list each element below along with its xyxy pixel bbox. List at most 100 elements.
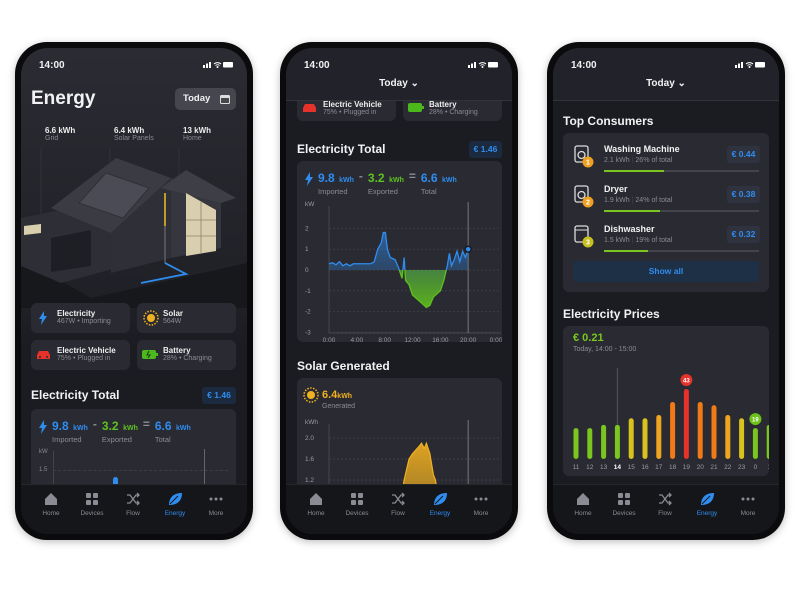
- nav-more[interactable]: More: [728, 491, 768, 517]
- max-price-badge-text: 43: [683, 378, 690, 384]
- x-tick-label: 20:00: [460, 337, 477, 342]
- nav-home[interactable]: Home: [563, 491, 603, 517]
- y-tick-label: -2: [305, 309, 311, 316]
- y-tick-label: 1.6: [305, 456, 314, 463]
- nav-devices[interactable]: Devices: [72, 491, 112, 517]
- price-bar[interactable]: [752, 428, 758, 459]
- stat-label: Solar Panels: [114, 135, 154, 142]
- today-dropdown[interactable]: Today ⌄: [379, 78, 419, 89]
- device-card-solar[interactable]: Solar 564W: [137, 303, 236, 333]
- exported-value: 3.2: [367, 171, 385, 185]
- show-all-button[interactable]: Show all: [573, 261, 759, 282]
- nav-home[interactable]: Home: [31, 491, 71, 517]
- consumer-name: Dishwasher: [604, 224, 655, 234]
- energy-summary: 9.8 kWh Imported - 3.2 kWh Exported = 6.6 …: [305, 169, 457, 196]
- phone-consumers-prices: 14:00 Today ⌄ Top Consumers 1 Washing Ma…: [547, 42, 785, 540]
- nav-energy[interactable]: Energy: [155, 491, 195, 517]
- more-icon: [209, 497, 223, 501]
- today-dropdown[interactable]: Today ⌄: [646, 78, 686, 89]
- screen: 14:00 Today ⌄ Electric Vehicle 75% • Plug…: [286, 48, 512, 534]
- price-bar-chart[interactable]: 11 12 13 14 15 16 17 18 19 20 21 22 23 0 1 43 19: [563, 326, 769, 476]
- price-bar[interactable]: [697, 402, 703, 459]
- nav-devices[interactable]: Devices: [337, 491, 377, 517]
- x-tick-label: 18: [669, 464, 677, 471]
- price-bar[interactable]: [656, 415, 662, 459]
- consumer-name: Dryer: [604, 184, 628, 194]
- max-price-badge: [680, 374, 693, 386]
- device-card-ev[interactable]: Electric Vehicle 75% • Plugged in: [31, 340, 130, 370]
- price-bar[interactable]: [683, 389, 689, 459]
- consumer-cost: € 0.32: [727, 226, 760, 243]
- price-bar[interactable]: [711, 405, 717, 459]
- gridline: [53, 470, 228, 471]
- x-tick-label: 19: [683, 464, 691, 471]
- nav-devices[interactable]: Devices: [604, 491, 644, 517]
- consumer-item[interactable]: 3 Dishwasher 1.5 kWh | 19% of total € 0.…: [563, 223, 769, 259]
- export-area-fill: [329, 270, 469, 308]
- price-bar[interactable]: [614, 424, 620, 459]
- status-time: 14:00: [304, 60, 330, 71]
- imported-label: Imported: [52, 435, 82, 444]
- leaf-icon: [701, 493, 714, 505]
- bolt-icon: [305, 172, 313, 186]
- home-icon: [45, 493, 57, 505]
- electricity-line-chart[interactable]: kW 2 1 0 -1 -2 -3 0:00 4:00 8:00 12:00 16:00 20:00 0:…: [297, 161, 502, 342]
- price-bar[interactable]: [725, 415, 731, 459]
- x-tick-label: 20: [697, 464, 705, 471]
- price-bar[interactable]: [628, 418, 634, 459]
- nav-more[interactable]: More: [461, 491, 501, 517]
- consumer-item[interactable]: 2 Dryer 1.9 kWh | 24% of total € 0.38: [563, 183, 769, 219]
- battery-icon: [142, 350, 158, 359]
- screen: 14:00 Energy Today 6.6 kWh Grid 6.4 kWh So…: [21, 48, 247, 534]
- device-name: Battery: [429, 100, 457, 109]
- share-bar-fill: [604, 170, 665, 172]
- nav-flow[interactable]: Flow: [645, 491, 685, 517]
- x-tick-label: 4:00: [351, 337, 364, 342]
- phone-energy-charts: 14:00 Today ⌄ Electric Vehicle 75% • Plug…: [280, 42, 518, 540]
- nav-home[interactable]: Home: [296, 491, 336, 517]
- exported-label: Exported: [367, 187, 398, 196]
- minus-sign: -: [92, 417, 97, 431]
- device-card-battery[interactable]: Battery 28% • Charging: [137, 340, 236, 370]
- page-title: Energy: [31, 88, 96, 109]
- x-tick-label: 12: [586, 464, 594, 471]
- min-price-badge: [749, 413, 762, 426]
- x-tick-label: 1: [767, 464, 769, 471]
- more-icon: [741, 497, 755, 501]
- current-point[interactable]: [464, 245, 472, 253]
- import-line: [328, 231, 469, 270]
- device-detail: 467W • Importing: [57, 318, 111, 325]
- device-card-electricity[interactable]: Electricity 467W • Importing: [31, 303, 130, 333]
- nav-label: Flow: [658, 510, 672, 517]
- grid-icon: [351, 493, 363, 505]
- price-bar[interactable]: [601, 424, 607, 459]
- header: 14:00 Today ⌄: [553, 48, 779, 101]
- nav-flow[interactable]: Flow: [113, 491, 153, 517]
- consumer-cost: € 0.38: [727, 186, 760, 203]
- nav-more[interactable]: More: [196, 491, 236, 517]
- unit: kWh: [73, 425, 88, 432]
- price-bar[interactable]: [670, 402, 676, 459]
- nav-flow[interactable]: Flow: [378, 491, 418, 517]
- device-detail: 28% • Charging: [163, 355, 212, 362]
- price-bar[interactable]: [587, 428, 593, 459]
- consumer-item[interactable]: 1 Washing Machine 2.1 kWh | 26% of total…: [563, 143, 769, 179]
- unit: kWh: [123, 425, 138, 432]
- consumer-cost: € 0.44: [727, 146, 760, 163]
- nav-energy[interactable]: Energy: [687, 491, 727, 517]
- equals-sign: =: [408, 169, 416, 183]
- price-bar[interactable]: [642, 418, 648, 459]
- price-bar[interactable]: [573, 428, 579, 459]
- section-title: Electricity Total: [297, 142, 386, 156]
- price-bar[interactable]: [766, 424, 769, 459]
- nav-label: Home: [574, 510, 592, 517]
- y-tick-label: 1.2: [305, 477, 314, 484]
- price-bar[interactable]: [739, 418, 745, 459]
- today-button[interactable]: Today: [175, 88, 236, 110]
- grid-icon: [618, 493, 630, 505]
- nav-energy[interactable]: Energy: [420, 491, 460, 517]
- dishwasher-icon: 3: [574, 225, 594, 248]
- more-icon: [474, 497, 488, 501]
- total-label: Total: [154, 435, 171, 444]
- bottom-nav: Home Devices Flow Energy More: [286, 484, 512, 534]
